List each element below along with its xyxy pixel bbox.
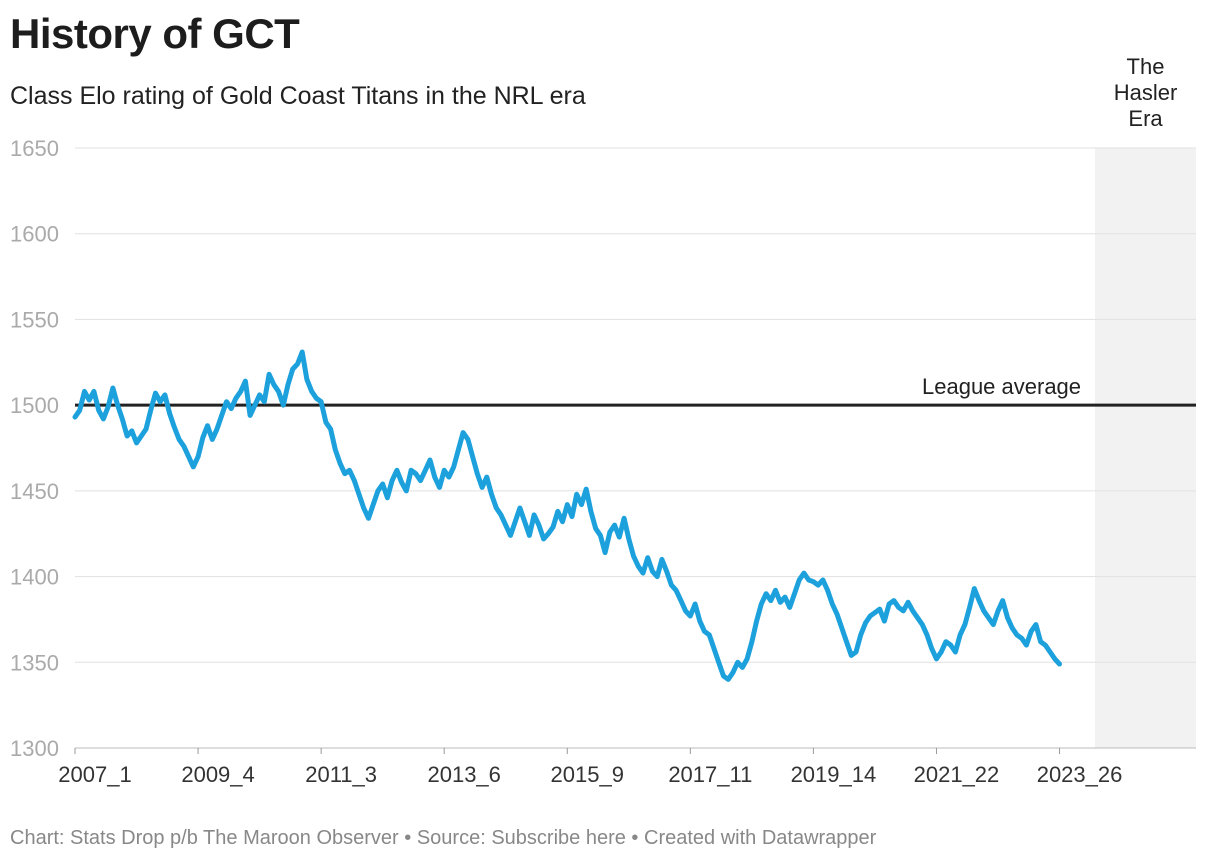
y-tick-label: 1650 bbox=[10, 136, 59, 161]
highlight-label: The Hasler Era bbox=[1114, 54, 1178, 131]
x-tick-label: 2007_1 bbox=[58, 762, 131, 787]
chart-footer: Chart: Stats Drop p/b The Maroon Observe… bbox=[10, 827, 876, 850]
highlight-label-line: Hasler bbox=[1114, 80, 1178, 105]
league-average-label: League average bbox=[922, 374, 1081, 399]
x-tick-label: 2009_4 bbox=[181, 762, 254, 787]
footer-separator: • bbox=[631, 827, 639, 849]
y-tick-label: 1400 bbox=[10, 565, 59, 590]
x-tick-label: 2015_9 bbox=[551, 762, 624, 787]
x-tick-label: 2011_3 bbox=[305, 762, 377, 787]
chart-subtitle: Class Elo rating of Gold Coast Titans in… bbox=[10, 82, 586, 110]
footer-separator: • bbox=[404, 827, 412, 849]
highlight-label-line: The bbox=[1127, 54, 1165, 79]
y-tick-label: 1300 bbox=[10, 736, 59, 761]
highlight-band bbox=[1095, 148, 1196, 748]
x-tick-label: 2019_14 bbox=[791, 762, 877, 787]
x-tick-label: 2013_6 bbox=[427, 762, 500, 787]
y-tick-label: 1350 bbox=[10, 650, 59, 675]
chart-title: History of GCT bbox=[10, 10, 300, 57]
footer-created-with: Created with Datawrapper bbox=[644, 827, 877, 849]
x-tick-label: 2017_11 bbox=[668, 762, 752, 787]
footer-source: Source: Subscribe here bbox=[416, 827, 626, 849]
y-tick-label: 1600 bbox=[10, 222, 59, 247]
series-line-elo bbox=[72, 349, 1062, 682]
y-tick-label: 1500 bbox=[10, 393, 59, 418]
highlight-label-line: Era bbox=[1128, 106, 1163, 131]
x-tick-label: 2023_26 bbox=[1037, 762, 1123, 787]
y-tick-label: 1550 bbox=[10, 307, 59, 332]
y-tick-label: 1450 bbox=[10, 479, 59, 504]
footer-credit: Chart: Stats Drop p/b The Maroon Observe… bbox=[10, 827, 399, 849]
x-tick-label: 2021_22 bbox=[914, 762, 1000, 787]
